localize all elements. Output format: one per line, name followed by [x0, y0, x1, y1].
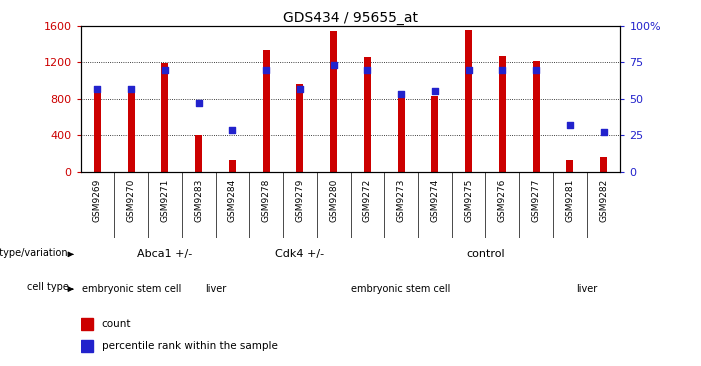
Text: Cdk4 +/-: Cdk4 +/- [275, 249, 325, 259]
Bar [330, 31, 337, 172]
Text: genotype/variation: genotype/variation [0, 248, 69, 258]
Point [159, 67, 170, 72]
Title: GDS434 / 95655_at: GDS434 / 95655_at [283, 11, 418, 25]
Bar [263, 50, 270, 172]
Bar [161, 63, 168, 172]
Bar [600, 157, 607, 172]
Text: GSM9278: GSM9278 [261, 179, 271, 222]
Point [261, 67, 272, 72]
Bar [81, 318, 93, 330]
Bar [81, 340, 93, 351]
Text: cell type: cell type [27, 283, 69, 292]
Bar [465, 30, 472, 172]
Text: GSM9282: GSM9282 [599, 179, 608, 222]
Point [362, 67, 373, 72]
Text: GSM9283: GSM9283 [194, 179, 203, 222]
Bar [397, 95, 404, 172]
Text: GSM9284: GSM9284 [228, 179, 237, 222]
Bar [297, 84, 304, 172]
Text: GSM9281: GSM9281 [565, 179, 574, 222]
Text: control: control [466, 249, 505, 259]
Text: GSM9274: GSM9274 [430, 179, 440, 222]
Text: embryonic stem cell: embryonic stem cell [351, 284, 451, 294]
Point [463, 67, 474, 72]
Point [598, 130, 609, 135]
Point [497, 67, 508, 72]
Text: liver: liver [205, 284, 226, 294]
Text: Abca1 +/-: Abca1 +/- [137, 249, 193, 259]
Point [395, 92, 407, 97]
Bar [566, 160, 573, 172]
Text: embryonic stem cell: embryonic stem cell [81, 284, 181, 294]
Point [564, 122, 576, 128]
Bar [195, 135, 202, 172]
Bar [94, 92, 101, 172]
Bar [128, 93, 135, 172]
Text: GSM9272: GSM9272 [363, 179, 372, 222]
Text: percentile rank within the sample: percentile rank within the sample [102, 341, 278, 351]
Text: GSM9277: GSM9277 [531, 179, 540, 222]
Bar [364, 57, 371, 172]
Point [193, 100, 204, 106]
Point [227, 127, 238, 132]
Text: GSM9280: GSM9280 [329, 179, 338, 222]
Point [429, 89, 440, 94]
Bar [499, 56, 506, 172]
Bar [229, 160, 236, 172]
Text: GSM9270: GSM9270 [127, 179, 136, 222]
Text: liver: liver [576, 284, 597, 294]
Point [92, 86, 103, 92]
Point [294, 86, 306, 92]
Bar [533, 61, 540, 172]
Text: GSM9279: GSM9279 [295, 179, 304, 222]
Point [531, 67, 542, 72]
Text: GSM9271: GSM9271 [161, 179, 170, 222]
Text: GSM9273: GSM9273 [397, 179, 406, 222]
Text: GSM9269: GSM9269 [93, 179, 102, 222]
Bar [431, 96, 438, 172]
Text: GSM9275: GSM9275 [464, 179, 473, 222]
Point [328, 62, 339, 68]
Text: GSM9276: GSM9276 [498, 179, 507, 222]
Text: count: count [102, 319, 131, 329]
Point [125, 86, 137, 92]
